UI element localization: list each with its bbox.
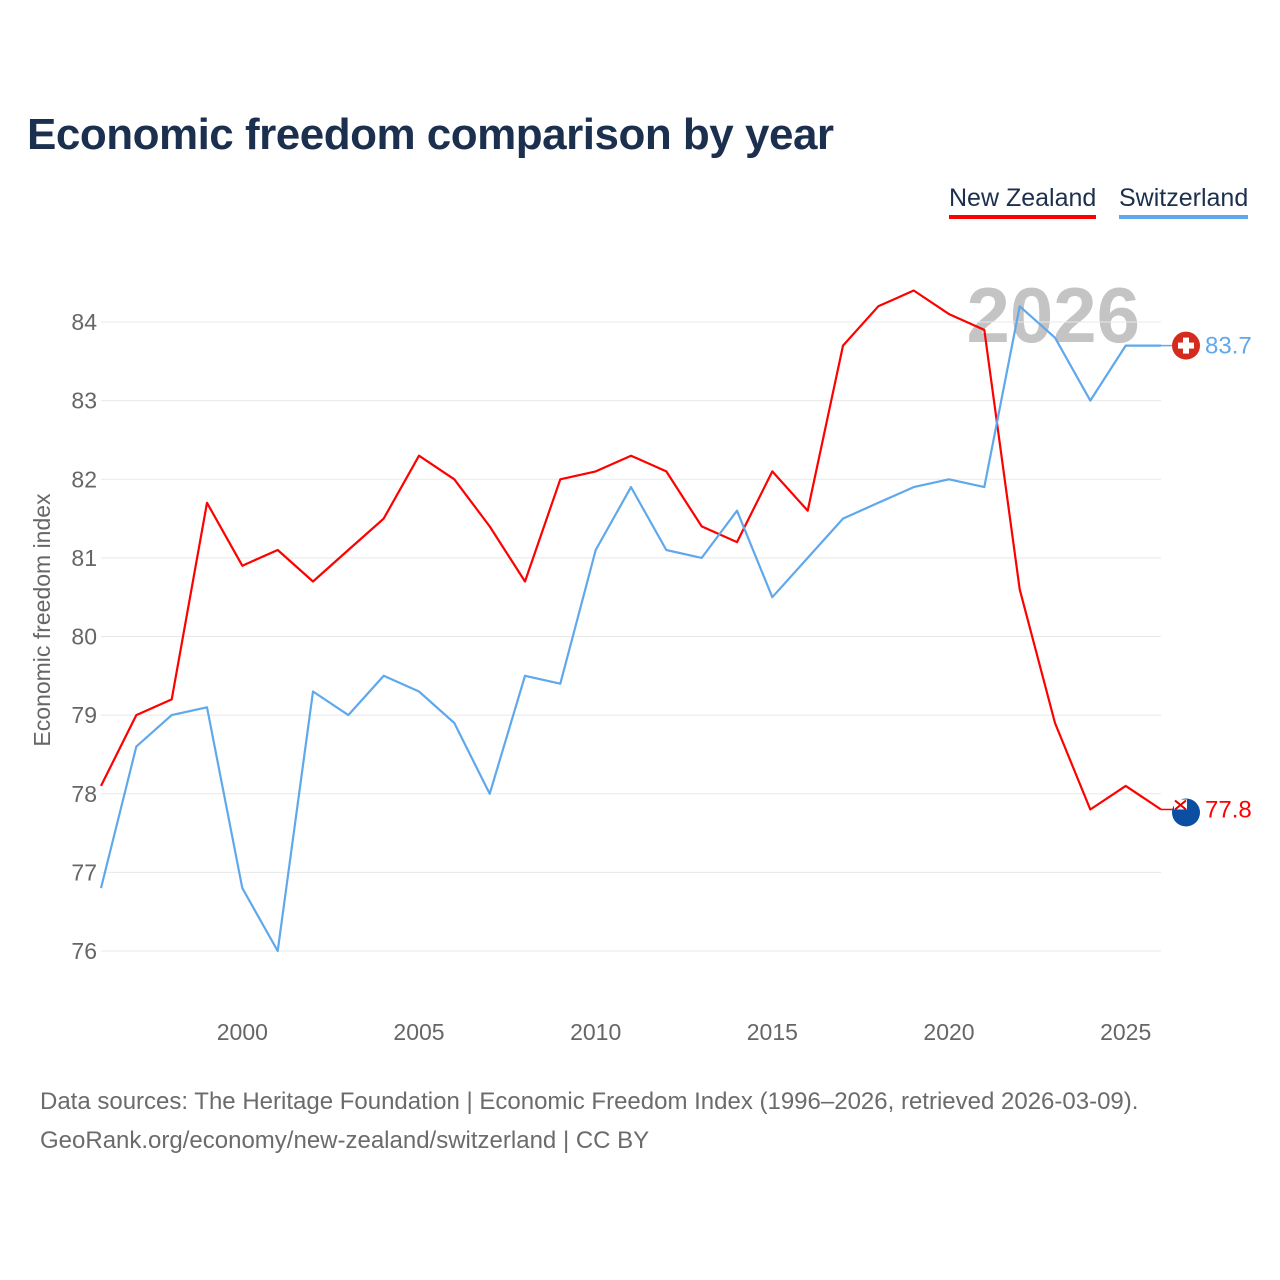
flag-union	[1174, 799, 1187, 811]
x-tick-label: 2015	[747, 1019, 798, 1045]
y-tick-label: 79	[71, 702, 97, 728]
year-watermark: 2026	[966, 271, 1140, 359]
x-tick-label: 2020	[923, 1019, 974, 1045]
x-tick-label: 2010	[570, 1019, 621, 1045]
x-tick-label: 2025	[1100, 1019, 1151, 1045]
y-axis-label: Economic freedom index	[29, 493, 55, 747]
y-tick-label: 82	[71, 466, 97, 492]
y-tick-label: 81	[71, 545, 97, 571]
y-tick-label: 80	[71, 624, 97, 650]
legend-switzerland[interactable]: Switzerland	[1119, 184, 1249, 219]
end-value-label: 77.8	[1205, 796, 1252, 823]
chart-title: Economic freedom comparison by year	[27, 110, 834, 159]
x-tick-label: 2005	[393, 1019, 444, 1045]
end-value-label: 83.7	[1205, 333, 1252, 360]
y-tick-label: 77	[71, 859, 97, 885]
footer-attribution: GeoRank.org/economy/new-zealand/switzerl…	[40, 1127, 650, 1154]
footer-sources: Data sources: The Heritage Foundation | …	[40, 1088, 1139, 1115]
series-line-switzerland	[99, 305, 1161, 953]
y-tick-label: 78	[71, 781, 97, 807]
y-tick-label: 84	[71, 309, 97, 335]
y-tick-label: 83	[71, 388, 97, 414]
x-tick-label: 2000	[217, 1019, 268, 1045]
legend-new-zealand[interactable]: New Zealand	[949, 184, 1097, 219]
y-tick-label: 76	[71, 938, 97, 964]
series-line-new-zealand	[100, 289, 1162, 811]
flag-cross	[1178, 342, 1194, 349]
